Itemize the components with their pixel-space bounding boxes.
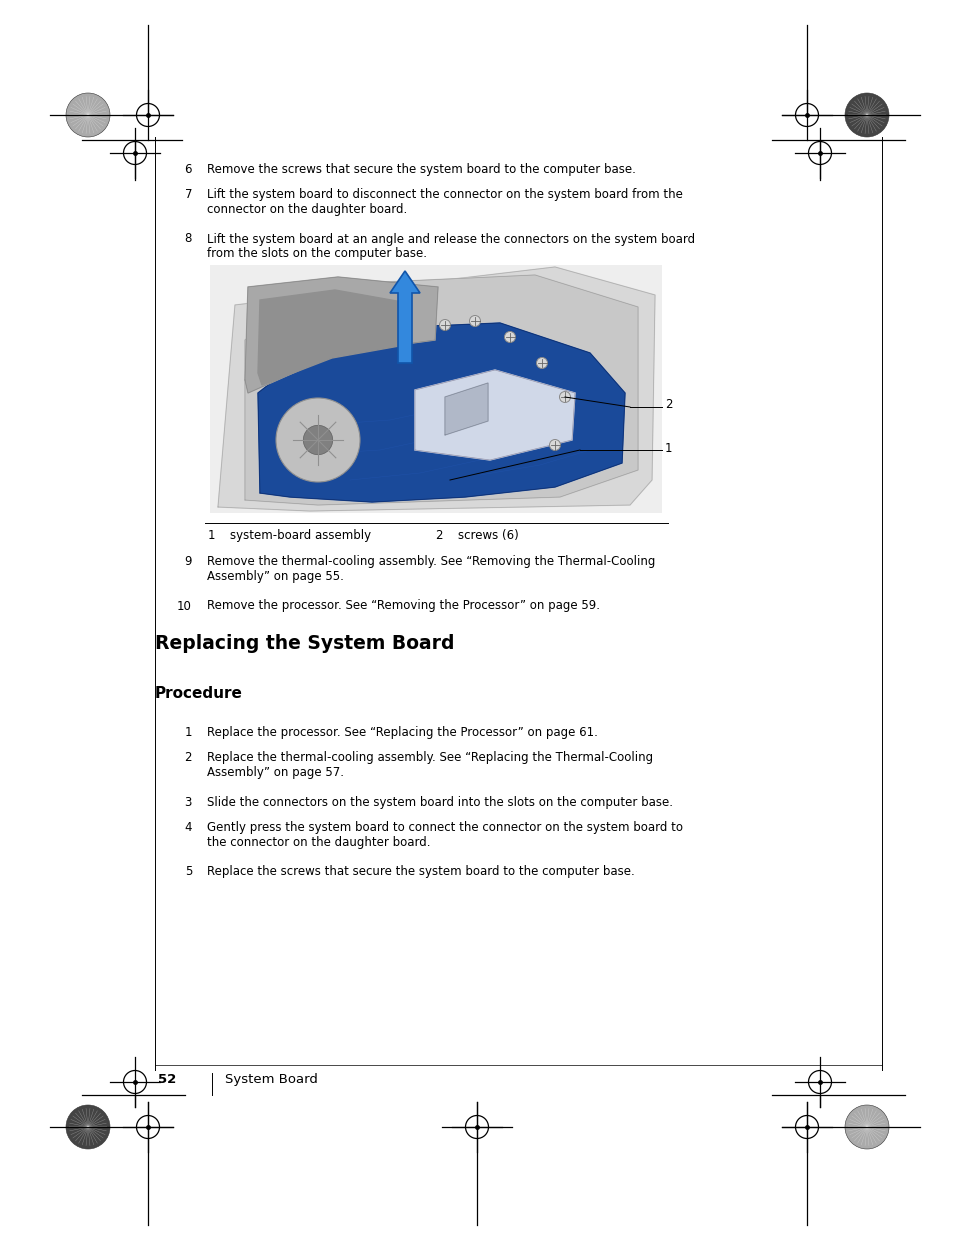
Text: 2: 2 [664, 399, 672, 411]
Circle shape [504, 331, 515, 342]
Text: 1: 1 [184, 726, 192, 740]
Text: Lift the system board at an angle and release the connectors on the system board: Lift the system board at an angle and re… [207, 232, 695, 261]
Text: 9: 9 [184, 555, 192, 568]
Polygon shape [415, 370, 575, 459]
Circle shape [439, 320, 450, 331]
Circle shape [558, 391, 570, 403]
Text: 1: 1 [664, 441, 672, 454]
Circle shape [303, 425, 333, 454]
Text: Remove the processor. See “Removing the Processor” on page 59.: Remove the processor. See “Removing the … [207, 599, 599, 613]
Text: 7: 7 [184, 188, 192, 201]
Polygon shape [444, 383, 488, 435]
Polygon shape [245, 275, 638, 505]
Text: 2: 2 [184, 752, 192, 764]
Text: Replacing the System Board: Replacing the System Board [154, 635, 454, 653]
Text: Slide the connectors on the system board into the slots on the computer base.: Slide the connectors on the system board… [207, 797, 672, 809]
Polygon shape [257, 324, 624, 501]
Text: Replace the screws that secure the system board to the computer base.: Replace the screws that secure the syste… [207, 866, 634, 878]
Polygon shape [218, 267, 655, 511]
Circle shape [275, 398, 359, 482]
Text: Procedure: Procedure [154, 687, 243, 701]
Text: 1: 1 [208, 529, 215, 542]
Text: Replace the thermal-cooling assembly. See “Replacing the Thermal-Cooling
Assembl: Replace the thermal-cooling assembly. Se… [207, 752, 653, 779]
Text: Remove the thermal-cooling assembly. See “Removing the Thermal-Cooling
Assembly”: Remove the thermal-cooling assembly. See… [207, 555, 655, 583]
Circle shape [66, 93, 110, 137]
Polygon shape [257, 290, 408, 385]
Circle shape [469, 315, 480, 326]
Text: 5: 5 [185, 866, 192, 878]
Bar [210, 266, 661, 513]
Text: 2: 2 [435, 529, 442, 542]
Circle shape [536, 357, 547, 368]
Circle shape [844, 93, 888, 137]
Text: Remove the screws that secure the system board to the computer base.: Remove the screws that secure the system… [207, 163, 636, 177]
Text: screws (6): screws (6) [457, 529, 518, 542]
Text: Gently press the system board to connect the connector on the system board to
th: Gently press the system board to connect… [207, 821, 682, 848]
Circle shape [66, 1105, 110, 1149]
Text: 8: 8 [185, 232, 192, 246]
Text: Replace the processor. See “Replacing the Processor” on page 61.: Replace the processor. See “Replacing th… [207, 726, 598, 740]
Text: system-board assembly: system-board assembly [230, 529, 371, 542]
FancyArrow shape [390, 270, 419, 363]
Circle shape [844, 1105, 888, 1149]
Text: 52: 52 [158, 1073, 176, 1086]
Text: 6: 6 [184, 163, 192, 177]
Text: 4: 4 [184, 821, 192, 834]
Polygon shape [245, 277, 437, 393]
Text: 10: 10 [177, 599, 192, 613]
Text: Lift the system board to disconnect the connector on the system board from the
c: Lift the system board to disconnect the … [207, 188, 682, 216]
Text: System Board: System Board [225, 1073, 317, 1086]
Circle shape [549, 440, 560, 451]
Text: 3: 3 [185, 797, 192, 809]
